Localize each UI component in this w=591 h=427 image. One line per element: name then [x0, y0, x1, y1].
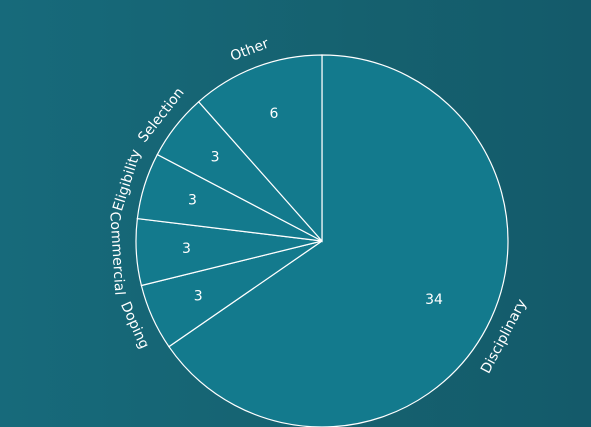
pie-value-labels: 34 3 3 3 3 6: [182, 106, 443, 308]
value-label-disciplinary: 34: [425, 292, 443, 308]
category-label-doping: Doping: [117, 299, 152, 351]
category-label-commercial: Commercial: [106, 211, 127, 296]
value-label-other: 6: [269, 106, 278, 122]
category-label-other: Other: [228, 36, 271, 65]
pie-slice-other: [197, 54, 323, 243]
pie-slice-disciplinary: [168, 54, 509, 427]
value-label-eligibility: 3: [188, 193, 197, 209]
value-label-doping: 3: [194, 289, 203, 305]
value-label-commercial: 3: [182, 241, 191, 257]
value-label-selection: 3: [211, 149, 220, 165]
pie-slices: [135, 54, 509, 427]
